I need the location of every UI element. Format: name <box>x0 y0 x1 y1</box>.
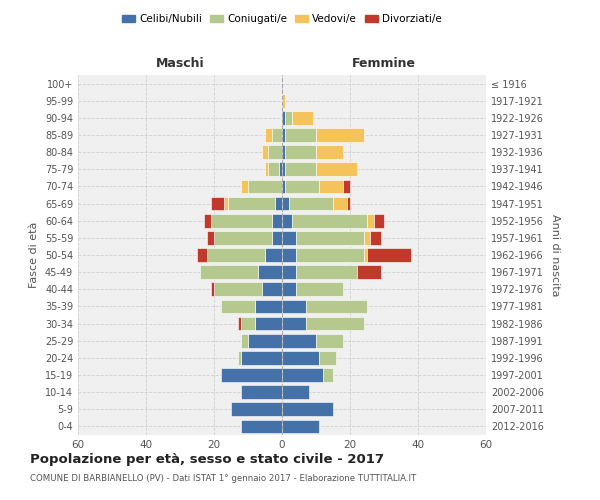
Bar <box>265 248 282 262</box>
Bar <box>211 282 214 296</box>
Bar <box>282 128 286 142</box>
Bar <box>262 282 282 296</box>
Bar <box>241 180 248 194</box>
Bar <box>275 196 282 210</box>
Bar <box>292 214 367 228</box>
Bar <box>316 128 364 142</box>
Bar <box>316 162 357 176</box>
Bar <box>282 316 306 330</box>
Bar <box>282 386 309 399</box>
Bar <box>278 162 282 176</box>
Bar <box>296 231 364 244</box>
Y-axis label: Fasce di età: Fasce di età <box>29 222 39 288</box>
Legend: Celibi/Nubili, Coniugati/e, Vedovi/e, Divorziati/e: Celibi/Nubili, Coniugati/e, Vedovi/e, Di… <box>118 10 446 29</box>
Bar <box>282 196 289 210</box>
Bar <box>282 248 296 262</box>
Y-axis label: Anni di nascita: Anni di nascita <box>550 214 560 296</box>
Bar <box>255 300 282 314</box>
Bar <box>214 282 262 296</box>
Bar <box>238 316 241 330</box>
Bar <box>241 316 255 330</box>
Bar <box>204 214 211 228</box>
Bar <box>282 351 319 364</box>
Bar <box>333 196 347 210</box>
Bar <box>207 248 265 262</box>
Bar <box>296 266 357 279</box>
Bar <box>258 266 282 279</box>
Bar <box>323 368 333 382</box>
Bar <box>286 128 316 142</box>
Bar <box>319 180 343 194</box>
Bar <box>221 368 282 382</box>
Bar <box>272 231 282 244</box>
Text: Maschi: Maschi <box>155 57 205 70</box>
Bar <box>286 162 316 176</box>
Bar <box>227 196 275 210</box>
Bar <box>282 214 292 228</box>
Bar <box>221 300 255 314</box>
Bar <box>364 248 367 262</box>
Bar <box>268 162 278 176</box>
Bar <box>241 386 282 399</box>
Bar <box>282 162 286 176</box>
Bar <box>241 351 282 364</box>
Bar <box>248 334 282 347</box>
Bar <box>282 368 323 382</box>
Bar <box>211 196 224 210</box>
Bar <box>207 231 214 244</box>
Bar <box>296 248 364 262</box>
Bar <box>357 266 380 279</box>
Bar <box>296 282 343 296</box>
Bar <box>286 146 316 159</box>
Bar <box>241 420 282 434</box>
Bar <box>197 248 207 262</box>
Bar <box>319 351 337 364</box>
Bar <box>282 266 296 279</box>
Bar <box>282 146 286 159</box>
Bar <box>282 94 286 108</box>
Bar <box>316 334 343 347</box>
Bar <box>306 300 367 314</box>
Bar <box>292 111 313 124</box>
Bar <box>316 146 343 159</box>
Bar <box>343 180 350 194</box>
Bar <box>248 180 282 194</box>
Bar <box>374 214 384 228</box>
Bar <box>282 420 319 434</box>
Bar <box>272 214 282 228</box>
Text: COMUNE DI BARBIANELLO (PV) - Dati ISTAT 1° gennaio 2017 - Elaborazione TUTTITALI: COMUNE DI BARBIANELLO (PV) - Dati ISTAT … <box>30 474 416 483</box>
Bar <box>282 334 316 347</box>
Bar <box>286 111 292 124</box>
Bar <box>224 196 227 210</box>
Bar <box>367 214 374 228</box>
Bar <box>241 334 248 347</box>
Bar <box>282 300 306 314</box>
Bar <box>282 111 286 124</box>
Bar <box>200 266 258 279</box>
Bar <box>265 128 272 142</box>
Bar <box>214 231 272 244</box>
Bar <box>282 180 286 194</box>
Bar <box>272 128 282 142</box>
Bar <box>211 214 272 228</box>
Bar <box>262 146 268 159</box>
Text: Femmine: Femmine <box>352 57 416 70</box>
Bar <box>238 351 241 364</box>
Bar <box>289 196 333 210</box>
Bar <box>282 402 333 416</box>
Bar <box>268 146 282 159</box>
Bar <box>286 180 319 194</box>
Bar <box>282 282 296 296</box>
Bar <box>306 316 364 330</box>
Bar <box>231 402 282 416</box>
Bar <box>364 231 370 244</box>
Bar <box>367 248 411 262</box>
Bar <box>282 231 296 244</box>
Text: Popolazione per età, sesso e stato civile - 2017: Popolazione per età, sesso e stato civil… <box>30 452 384 466</box>
Bar <box>370 231 380 244</box>
Bar <box>265 162 268 176</box>
Bar <box>255 316 282 330</box>
Bar <box>347 196 350 210</box>
